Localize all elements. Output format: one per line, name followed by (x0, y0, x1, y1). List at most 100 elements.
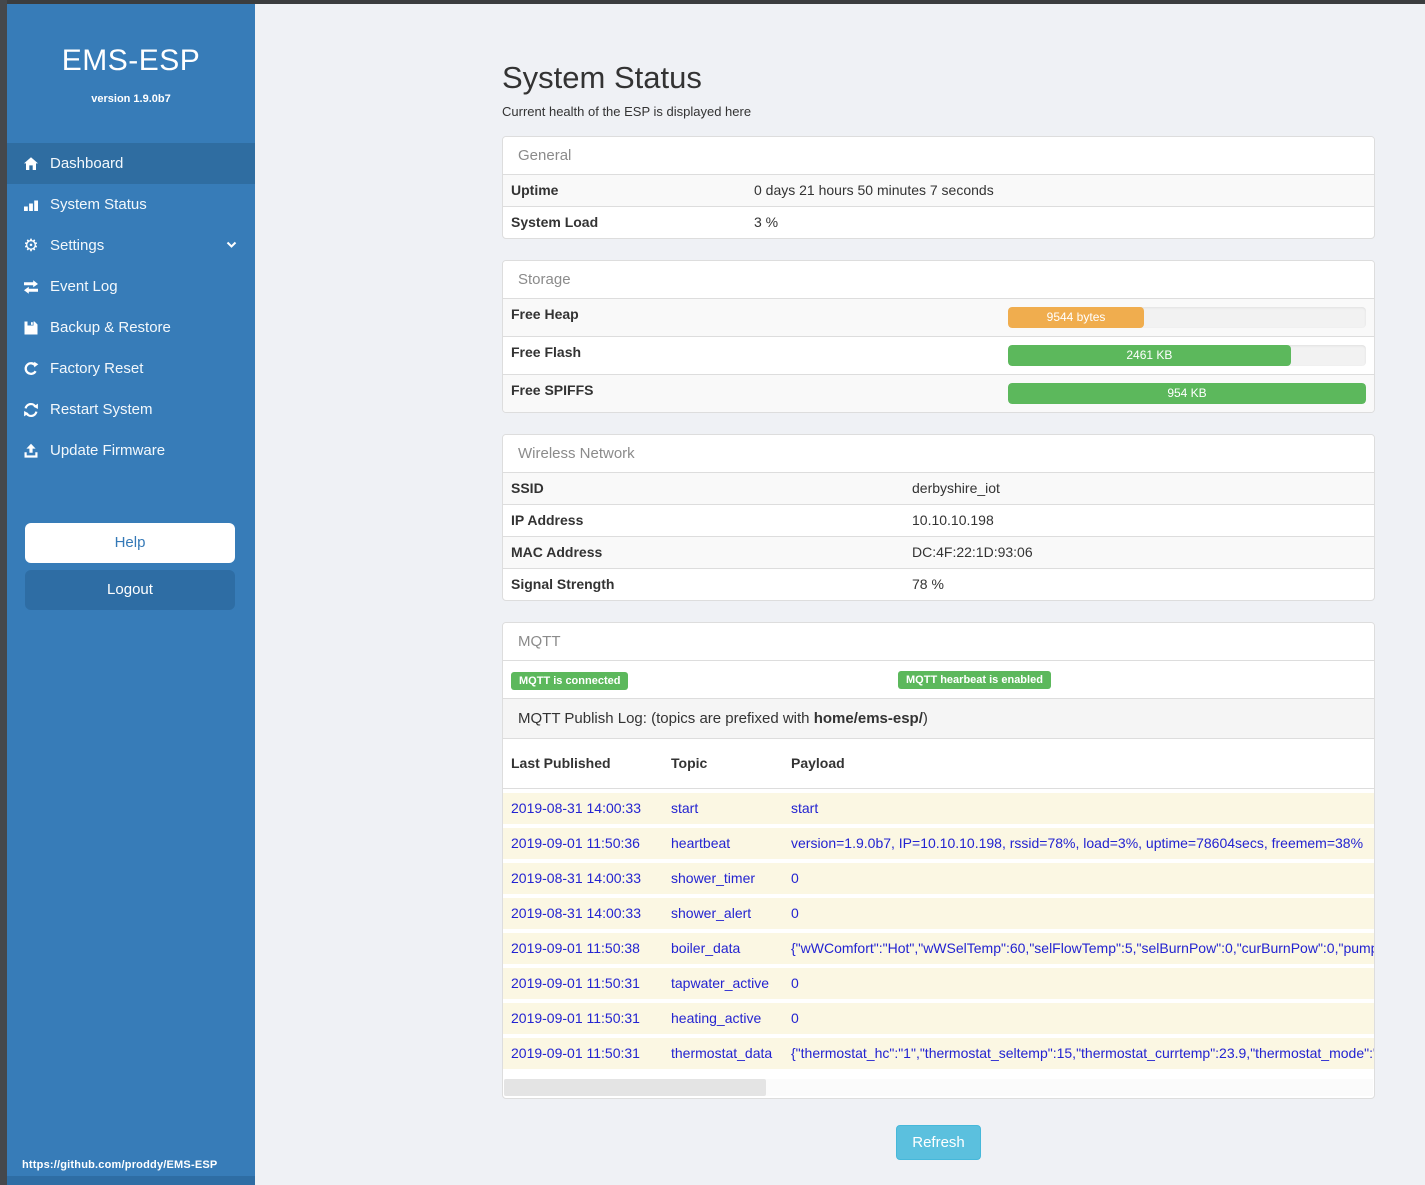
table-row: IP Address 10.10.10.198 (503, 504, 1374, 536)
log-payload: version=1.9.0b7, IP=10.10.10.198, rssid=… (791, 835, 1364, 851)
row-label: MAC Address (511, 544, 603, 560)
refresh-arrows-icon (22, 402, 40, 418)
column-header: Payload (791, 755, 845, 771)
row-label: IP Address (511, 512, 584, 528)
log-time: 2019-09-01 11:50:31 (511, 975, 640, 991)
rotate-arrow-icon (22, 361, 40, 377)
table-row: SSID derbyshire_iot (503, 473, 1374, 504)
column-header: Last Published (511, 755, 611, 771)
mqtt-panel: MQTT MQTT is connected MQTT hearbeat is … (502, 622, 1375, 1099)
log-payload: 0 (791, 1010, 799, 1026)
panel-title-storage: Storage (503, 261, 1374, 299)
general-panel: General Uptime 0 days 21 hours 50 minute… (502, 136, 1375, 239)
row-label: Signal Strength (511, 576, 615, 592)
help-button[interactable]: Help (25, 523, 235, 563)
panel-title-wireless: Wireless Network (503, 435, 1374, 473)
chevron-down-icon (226, 241, 237, 249)
sidebar-item-label: System Status (50, 196, 147, 213)
sidebar-item-label: Restart System (50, 401, 153, 418)
table-row: Signal Strength 78 % (503, 568, 1374, 600)
sidebar-item-label: Backup & Restore (50, 319, 171, 336)
sidebar-item-restart-system[interactable]: Restart System (7, 389, 255, 430)
row-value: 3 % (754, 214, 779, 230)
sidebar-item-update-firmware[interactable]: Update Firmware (7, 430, 255, 471)
table-row: Free Flash 2461 KB (503, 336, 1374, 374)
sidebar-menu: Dashboard System Status ⚙ Settings (7, 143, 255, 471)
log-payload: {"thermostat_hc":"1","thermostat_seltemp… (791, 1045, 1374, 1061)
page-title: System Status (502, 60, 702, 95)
refresh-button[interactable]: Refresh (896, 1125, 981, 1160)
log-payload: 0 (791, 905, 799, 921)
horizontal-scrollbar-track[interactable] (504, 1079, 1373, 1096)
table-row: MAC Address DC:4F:22:1D:93:06 (503, 536, 1374, 568)
log-topic: shower_timer (671, 870, 756, 886)
log-table-header: Last Published Topic Payload (503, 739, 1374, 788)
log-time: 2019-09-01 11:50:38 (511, 940, 640, 956)
log-payload: 0 (791, 975, 799, 991)
caption-topic-prefix: home/ems-esp/ (813, 710, 923, 727)
row-value: derbyshire_iot (912, 480, 1000, 496)
log-time: 2019-08-31 14:00:33 (511, 800, 641, 816)
app-version: version 1.9.0b7 (91, 93, 171, 105)
progress-bar: 2461 KB (1008, 345, 1291, 366)
column-header: Topic (671, 755, 708, 771)
mqtt-status-row: MQTT is connected MQTT hearbeat is enabl… (503, 661, 1374, 698)
window-top-edge (0, 0, 1425, 4)
upload-icon (22, 443, 40, 459)
log-row: 2019-08-31 14:00:33 shower_alert 0 (503, 894, 1374, 929)
log-time: 2019-08-31 14:00:33 (511, 905, 641, 921)
table-row: Free Heap 9544 bytes (503, 299, 1374, 336)
log-payload: 0 (791, 870, 799, 886)
horizontal-scrollbar-thumb[interactable] (504, 1079, 766, 1096)
sidebar-item-system-status[interactable]: System Status (7, 184, 255, 225)
log-row: 2019-09-01 11:50:31 tapwater_active 0 (503, 964, 1374, 999)
progress-bar: 954 KB (1008, 383, 1366, 404)
log-topic: heartbeat (671, 835, 731, 851)
page-subtitle: Current health of the ESP is displayed h… (502, 104, 752, 119)
gear-icon: ⚙ (23, 235, 39, 256)
table-row: Uptime 0 days 21 hours 50 minutes 7 seco… (503, 175, 1374, 206)
app-title: EMS-ESP (61, 44, 201, 77)
sidebar-item-event-log[interactable]: Event Log (7, 266, 255, 307)
row-label: Uptime (511, 182, 559, 198)
log-payload: {"wWComfort":"Hot","wWSelTemp":60,"selFl… (791, 940, 1374, 956)
panel-title-mqtt: MQTT (503, 623, 1374, 661)
progress-bar: 9544 bytes (1008, 307, 1145, 328)
window-left-edge (0, 0, 7, 1185)
row-label: System Load (511, 214, 599, 230)
row-label: Free SPIFFS (511, 382, 594, 398)
caption-text: ) (922, 710, 928, 727)
log-topic: thermostat_data (671, 1045, 773, 1061)
storage-panel: Storage Free Heap 9544 bytes Free Flash … (502, 260, 1375, 413)
free-heap-progress: 9544 bytes (1000, 299, 1374, 336)
home-icon (22, 156, 40, 172)
log-row: 2019-08-31 14:00:33 shower_timer 0 (503, 859, 1374, 894)
log-topic: start (671, 800, 699, 816)
log-payload: start (791, 800, 819, 816)
log-time: 2019-08-31 14:00:33 (511, 870, 641, 886)
mqtt-connected-badge: MQTT is connected (511, 672, 629, 690)
log-topic: boiler_data (671, 940, 741, 956)
sidebar-item-backup-restore[interactable]: Backup & Restore (7, 307, 255, 348)
log-topic: shower_alert (671, 905, 752, 921)
free-flash-progress: 2461 KB (1000, 337, 1374, 374)
bar-chart-icon (22, 197, 40, 213)
mqtt-publish-log-caption: MQTT Publish Log: (topics are prefixed w… (503, 698, 1374, 739)
row-value: DC:4F:22:1D:93:06 (912, 544, 1033, 560)
log-table-body: 2019-08-31 14:00:33 start start 2019-09-… (503, 788, 1374, 1069)
sidebar-item-label: Settings (50, 237, 105, 254)
sidebar-bottom-strip (0, 1176, 255, 1185)
sidebar-item-dashboard[interactable]: Dashboard (7, 143, 255, 184)
logout-button[interactable]: Logout (25, 570, 235, 610)
floppy-save-icon (22, 320, 40, 336)
sidebar-item-settings[interactable]: ⚙ Settings (7, 225, 255, 266)
sidebar-item-factory-reset[interactable]: Factory Reset (7, 348, 255, 389)
log-time: 2019-09-01 11:50:31 (511, 1045, 640, 1061)
sidebar-item-label: Update Firmware (50, 442, 166, 459)
table-row: Free SPIFFS 954 KB (503, 374, 1374, 412)
log-time: 2019-09-01 11:50:31 (511, 1010, 640, 1026)
row-label: Free Heap (511, 306, 579, 322)
sidebar-item-label: Factory Reset (50, 360, 144, 377)
row-value: 10.10.10.198 (912, 512, 994, 528)
github-link[interactable]: https://github.com/proddy/EMS-ESP (22, 1159, 218, 1171)
